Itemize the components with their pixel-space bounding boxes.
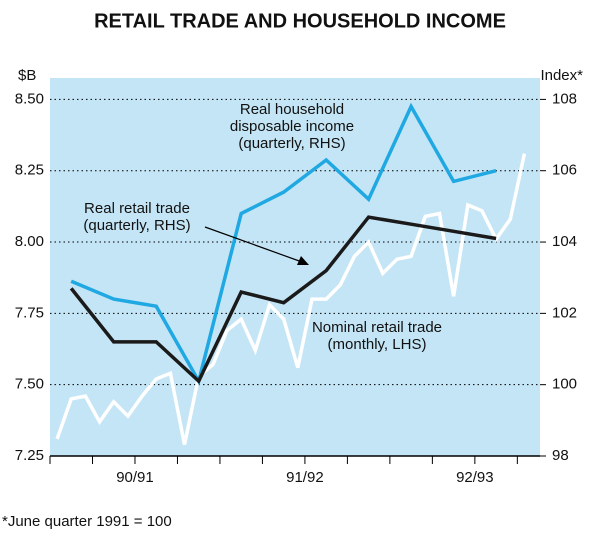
y-axis-label: $B xyxy=(18,67,36,84)
y2-tick-label: 98 xyxy=(552,447,569,464)
series-label: Real retail trade xyxy=(84,200,190,217)
x-tick-label: 92/93 xyxy=(456,469,494,486)
annotation-arrowhead xyxy=(297,256,309,265)
series-label: disposable income xyxy=(230,118,354,135)
y-tick-label: 7.25 xyxy=(15,447,44,464)
x-tick-label: 91/92 xyxy=(286,469,324,486)
y-tick-label: 8.25 xyxy=(15,162,44,179)
y2-tick-label: 106 xyxy=(552,162,577,179)
y2-tick-label: 104 xyxy=(552,233,577,250)
series-label: (quarterly, RHS) xyxy=(83,217,190,234)
y-tick-label: 8.00 xyxy=(15,233,44,250)
annotation-arrow xyxy=(204,226,303,263)
y-tick-label: 7.50 xyxy=(15,376,44,393)
series-line xyxy=(70,102,497,386)
series-label: Real household xyxy=(240,101,344,118)
y-tick-label: 8.50 xyxy=(15,90,44,107)
y2-tick-label: 102 xyxy=(552,304,577,321)
series-line xyxy=(55,153,527,445)
y-tick-label: 7.75 xyxy=(15,304,44,321)
footnote: *June quarter 1991 = 100 xyxy=(2,513,172,530)
y2-tick-label: 108 xyxy=(552,90,577,107)
series-label: (monthly, LHS) xyxy=(328,336,427,353)
y2-tick-label: 100 xyxy=(552,376,577,393)
chart-title: RETAIL TRADE AND HOUSEHOLD INCOME xyxy=(94,10,506,32)
series-label: (quarterly, RHS) xyxy=(238,135,345,152)
y2-axis-label: Index* xyxy=(540,67,583,84)
series-label: Nominal retail trade xyxy=(312,319,442,336)
x-tick-label: 90/91 xyxy=(116,469,154,486)
series-line xyxy=(69,215,497,384)
